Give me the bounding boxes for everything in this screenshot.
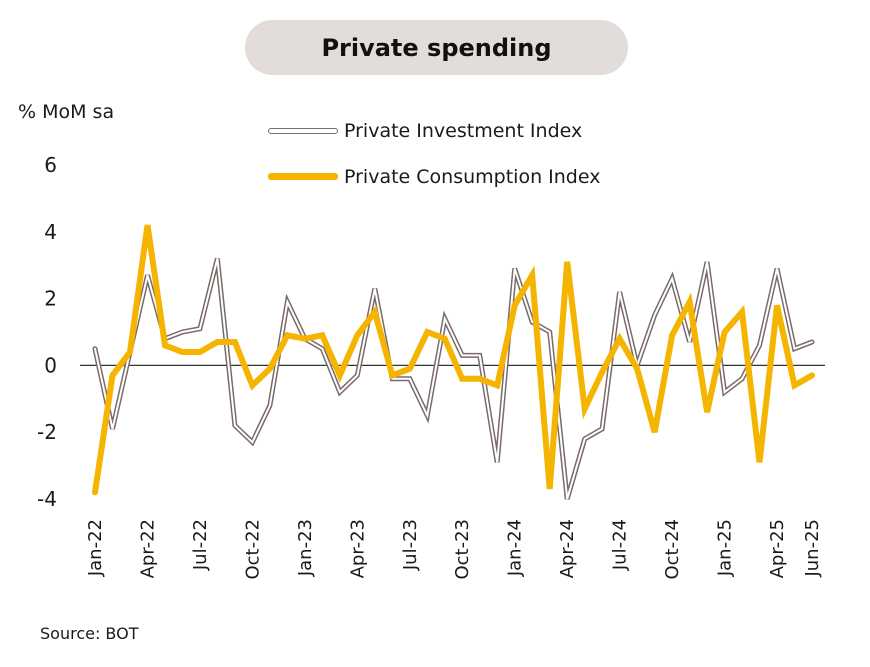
chart-title: Private spending [245,20,628,75]
y-tick-label: 2 [44,287,57,311]
legend-swatch-investment [268,126,338,136]
x-tick-label: Apr-25 [767,519,788,578]
x-tick-label: Jan-25 [715,519,736,577]
y-tick-label: 6 [44,153,57,177]
legend-item-consumption: Private Consumption Index [268,166,600,188]
legend-item-investment: Private Investment Index [268,120,582,142]
x-tick-label: Jan-24 [505,519,526,577]
y-tick-label: 4 [44,220,57,244]
y-tick-label: 0 [44,353,57,377]
x-tick-label: Apr-23 [347,519,368,578]
y-tick-label: -2 [37,420,57,444]
x-tick-label: Apr-24 [557,519,578,578]
y-tick-label: -4 [37,487,57,511]
x-tick-label: Jun-25 [802,519,823,578]
legend-label-investment: Private Investment Index [344,120,583,142]
x-tick-label: Jul-24 [610,519,631,571]
x-tick-label: Jul-22 [190,519,211,571]
x-tick-label: Jan-22 [85,519,106,577]
x-tick-label: Oct-23 [452,519,473,580]
x-tick-label: Oct-24 [662,519,683,580]
x-tick-label: Apr-22 [137,519,158,578]
legend-swatch-consumption [268,172,338,182]
y-axis-label: % MoM sa [18,101,115,123]
series-line-consumption [92,224,815,496]
x-tick-label: Jan-23 [295,519,316,577]
legend-label-consumption: Private Consumption Index [344,166,601,188]
x-tick-label: Oct-22 [242,519,263,580]
x-tick-label: Jul-23 [400,519,421,571]
source-note: Source: BOT [40,624,139,643]
